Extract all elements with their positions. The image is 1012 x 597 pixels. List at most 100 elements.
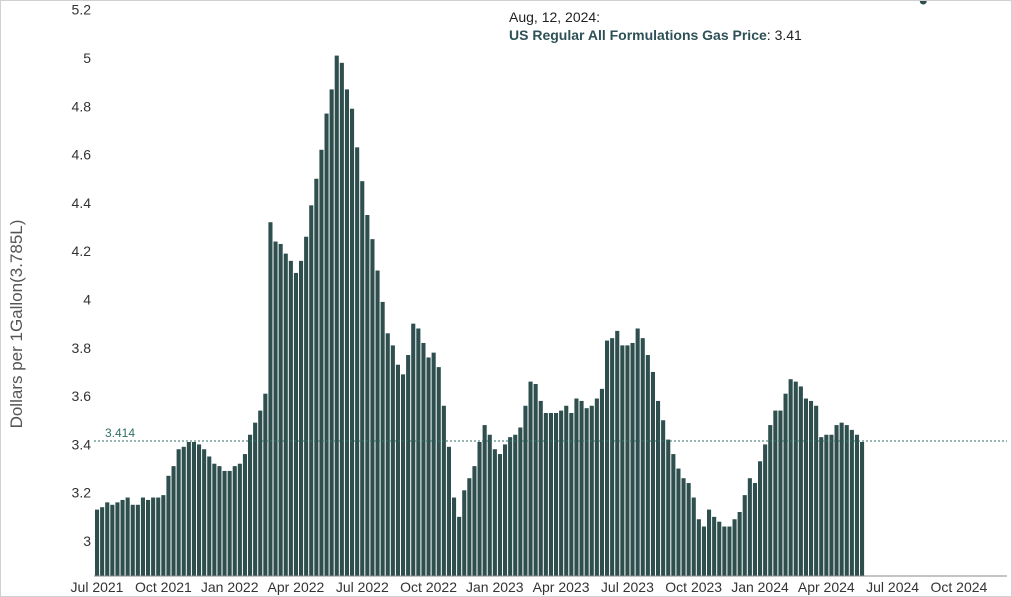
bar[interactable] (324, 113, 329, 577)
bar[interactable] (676, 468, 681, 576)
bar[interactable] (798, 386, 803, 576)
bar[interactable] (161, 495, 166, 576)
bar[interactable] (309, 205, 314, 576)
bar[interactable] (783, 393, 788, 576)
bar[interactable] (752, 483, 757, 576)
bar[interactable] (579, 400, 584, 576)
bar[interactable] (222, 470, 227, 576)
bar[interactable] (242, 454, 247, 576)
bar[interactable] (819, 437, 824, 576)
bar[interactable] (385, 333, 390, 576)
bar[interactable] (278, 243, 283, 576)
bar[interactable] (365, 214, 370, 577)
bar[interactable] (232, 466, 237, 576)
bar[interactable] (788, 379, 793, 576)
bar[interactable] (197, 444, 202, 576)
bar[interactable] (778, 410, 783, 576)
bar[interactable] (227, 470, 232, 576)
bar[interactable] (554, 413, 559, 576)
bar[interactable] (503, 444, 508, 576)
bar[interactable] (482, 425, 487, 576)
bar[interactable] (217, 466, 222, 576)
bar[interactable] (283, 253, 288, 577)
bar[interactable] (487, 434, 492, 576)
bar[interactable] (130, 504, 135, 576)
bar[interactable] (645, 355, 650, 576)
bar[interactable] (406, 355, 411, 576)
bar[interactable] (370, 239, 375, 577)
bar[interactable] (727, 526, 732, 576)
bar[interactable] (569, 413, 574, 576)
bar[interactable] (610, 338, 615, 576)
bar[interactable] (513, 434, 518, 576)
bar[interactable] (186, 441, 191, 576)
bar[interactable] (355, 147, 360, 577)
bar[interactable] (707, 509, 712, 576)
highlight-point[interactable] (919, 1, 927, 5)
bar[interactable] (95, 509, 100, 576)
bar[interactable] (120, 499, 125, 576)
bar[interactable] (584, 408, 589, 576)
bar[interactable] (605, 340, 610, 576)
bar[interactable] (135, 504, 140, 576)
bar[interactable] (656, 400, 661, 576)
bar[interactable] (100, 507, 105, 576)
bar[interactable] (375, 270, 380, 576)
bar[interactable] (508, 437, 513, 576)
bar[interactable] (635, 328, 640, 576)
bar[interactable] (543, 413, 548, 576)
bar[interactable] (712, 516, 717, 576)
bar[interactable] (758, 461, 763, 576)
bar[interactable] (263, 393, 268, 576)
bar[interactable] (671, 454, 676, 576)
bar[interactable] (548, 413, 553, 576)
bar[interactable] (809, 400, 814, 576)
bar[interactable] (747, 478, 752, 576)
bar[interactable] (171, 466, 176, 576)
bar[interactable] (258, 410, 263, 576)
bar[interactable] (319, 149, 324, 576)
bar[interactable] (589, 405, 594, 576)
bar[interactable] (844, 425, 849, 576)
bar[interactable] (115, 502, 120, 576)
bar[interactable] (523, 405, 528, 576)
bar[interactable] (441, 405, 446, 576)
bar[interactable] (191, 441, 196, 576)
bar[interactable] (105, 502, 110, 576)
bar[interactable] (849, 429, 854, 576)
bar[interactable] (477, 441, 482, 576)
bar[interactable] (237, 463, 242, 576)
bar[interactable] (401, 374, 406, 576)
bar[interactable] (533, 384, 538, 576)
bar[interactable] (737, 512, 742, 576)
bar[interactable] (834, 425, 839, 576)
bar[interactable] (717, 521, 722, 576)
bar[interactable] (329, 89, 334, 576)
bar[interactable] (299, 260, 304, 576)
bar[interactable] (625, 345, 630, 576)
bar[interactable] (640, 338, 645, 576)
bar[interactable] (722, 526, 727, 576)
bar[interactable] (421, 342, 426, 576)
bar[interactable] (528, 381, 533, 576)
bar[interactable] (207, 456, 212, 576)
bar[interactable] (681, 478, 686, 576)
bar[interactable] (559, 410, 564, 576)
bar[interactable] (339, 62, 344, 576)
bar[interactable] (360, 181, 365, 576)
bar[interactable] (773, 410, 778, 576)
bar[interactable] (661, 420, 666, 576)
bar[interactable] (166, 475, 171, 576)
bar[interactable] (594, 398, 599, 576)
bar[interactable] (380, 301, 385, 576)
bar[interactable] (288, 260, 293, 576)
bar[interactable] (212, 463, 217, 576)
bar[interactable] (125, 497, 130, 576)
bar[interactable] (436, 367, 441, 576)
bar[interactable] (446, 446, 451, 576)
bar[interactable] (732, 519, 737, 576)
bar[interactable] (304, 236, 309, 576)
bar[interactable] (431, 352, 436, 576)
bar[interactable] (564, 405, 569, 576)
bar[interactable] (411, 323, 416, 576)
